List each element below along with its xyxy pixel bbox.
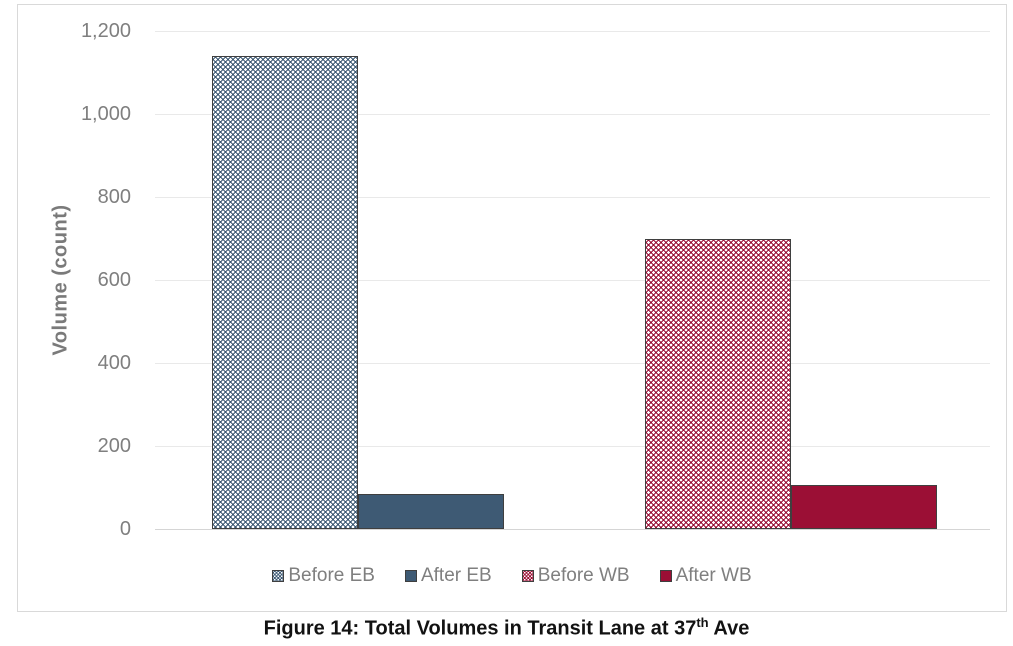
y-tick-label: 1,000 xyxy=(80,103,131,125)
y-tick-label: 0 xyxy=(119,518,131,540)
y-tick-label: 1,200 xyxy=(80,20,131,42)
legend-item-after-wb: After WB xyxy=(659,565,752,587)
legend-item-after-eb: After EB xyxy=(404,565,492,587)
gridline-800 xyxy=(155,197,990,198)
legend-label: After EB xyxy=(420,565,492,586)
figure-caption: Figure 14: Total Volumes in Transit Lane… xyxy=(0,615,1013,641)
legend-item-before-wb: Before WB xyxy=(521,565,630,587)
y-tick-label: 400 xyxy=(97,352,131,374)
y-tick-label: 200 xyxy=(97,435,131,457)
gridline-200 xyxy=(155,446,990,447)
caption-text: Figure 14: Total Volumes in Transit Lane… xyxy=(263,617,697,640)
y-tick-label: 600 xyxy=(97,269,131,291)
legend-item-before-eb: Before EB xyxy=(272,565,375,587)
bar-after-wb xyxy=(791,485,938,529)
y-tick-label: 800 xyxy=(97,186,131,208)
caption-superscript: th xyxy=(696,615,709,630)
gridline-400 xyxy=(155,363,990,364)
chart-legend: Before EB After EB Before WB After WB xyxy=(18,565,1006,587)
legend-label: Before WB xyxy=(537,565,630,586)
legend-swatch-before-eb xyxy=(272,570,285,582)
legend-label: Before EB xyxy=(288,565,375,586)
bar-before-wb xyxy=(645,238,792,529)
bar-chart: Volume (count) 0 200 400 600 800 1,000 1,200 B… xyxy=(17,4,1007,612)
gridline-1000 xyxy=(155,114,990,115)
legend-label: After WB xyxy=(675,565,752,586)
bar-after-eb xyxy=(358,493,505,529)
caption-suffix: Ave xyxy=(708,617,750,640)
legend-swatch-after-eb xyxy=(404,570,417,582)
gridline-1200 xyxy=(155,31,990,32)
gridline-600 xyxy=(155,280,990,281)
legend-swatch-after-wb xyxy=(659,570,672,582)
plot-area xyxy=(155,31,990,530)
bar-before-eb xyxy=(212,55,359,529)
gridline-0 xyxy=(155,529,990,530)
legend-swatch-before-wb xyxy=(521,570,534,582)
